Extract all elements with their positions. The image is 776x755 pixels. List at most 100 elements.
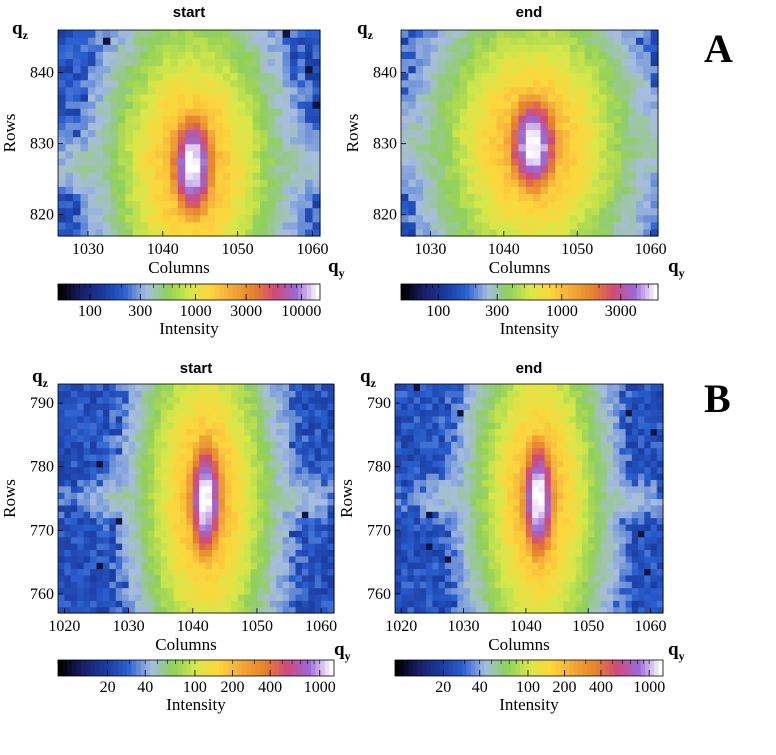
heatmap-cell xyxy=(199,422,207,430)
heatmap-cell xyxy=(95,214,104,223)
heatmap-cell xyxy=(160,403,168,411)
heatmap-cell xyxy=(507,600,515,608)
heatmap-cell xyxy=(606,58,615,67)
heatmap-cell xyxy=(102,485,110,493)
heatmap-cell xyxy=(160,511,168,519)
heatmap-cell xyxy=(77,447,85,455)
heatmap-cell xyxy=(445,51,453,60)
heatmap-cell xyxy=(563,543,571,550)
heatmap-cell xyxy=(426,460,433,468)
heatmap-cell xyxy=(550,606,558,614)
heatmap-cell xyxy=(635,221,644,230)
heatmap-cell xyxy=(218,396,226,404)
heatmap-cell xyxy=(500,492,508,500)
heatmap-cell xyxy=(215,157,224,166)
heatmap-cell xyxy=(532,523,539,531)
heatmap-cell xyxy=(557,593,564,601)
heatmap-cell xyxy=(569,460,577,468)
heatmap-cell xyxy=(613,86,622,95)
heatmap-cell xyxy=(224,568,232,576)
heatmap-cell xyxy=(237,466,245,474)
heatmap-cell xyxy=(494,485,502,493)
heatmap-cell xyxy=(474,30,483,38)
heatmap-cell xyxy=(58,485,66,493)
heatmap-cell xyxy=(314,543,322,550)
panel-title: start xyxy=(180,360,213,377)
heatmap-cell xyxy=(401,122,409,131)
heatmap-cell xyxy=(77,593,85,601)
heatmap-cell xyxy=(260,172,269,180)
heatmap-cell xyxy=(282,606,290,614)
heatmap-cell xyxy=(135,536,143,544)
heatmap-cell xyxy=(314,479,322,487)
heatmap-cell xyxy=(438,562,446,570)
heatmap-cell xyxy=(489,101,498,109)
heatmap-cell xyxy=(621,136,630,145)
heatmap-cell xyxy=(215,193,224,202)
heatmap-cell xyxy=(132,79,141,88)
heatmap-cell xyxy=(519,504,527,512)
heatmap-cell xyxy=(135,473,143,481)
colorbar-segment xyxy=(329,660,335,676)
heatmap-cell xyxy=(494,511,502,519)
heatmap-cell xyxy=(269,428,277,436)
heatmap-cell xyxy=(290,65,299,74)
heatmap-cell xyxy=(463,555,471,563)
heatmap-cell xyxy=(200,193,209,202)
heatmap-cell xyxy=(482,562,490,570)
heatmap-cell xyxy=(87,172,97,180)
heatmap-cell xyxy=(625,543,633,550)
colorbar-segment xyxy=(469,284,475,300)
heatmap-cell xyxy=(135,396,143,404)
heatmap-cell xyxy=(408,93,417,102)
heatmap-cell xyxy=(218,606,226,614)
heatmap-cell xyxy=(117,108,126,116)
heatmap-cell xyxy=(476,606,483,614)
heatmap-cell xyxy=(83,523,91,531)
heatmap-cell xyxy=(555,214,564,223)
heatmap-cell xyxy=(451,600,458,608)
heatmap-cell xyxy=(205,390,213,398)
heatmap-cell xyxy=(457,466,465,474)
heatmap-cell xyxy=(154,536,162,544)
heatmap-cell xyxy=(215,101,224,109)
heatmap-cell xyxy=(415,101,424,109)
heatmap-cell xyxy=(230,129,239,138)
heatmap-cell xyxy=(511,136,520,145)
heatmap-cell xyxy=(635,214,644,223)
heatmap-cell xyxy=(173,434,181,442)
heatmap-cell xyxy=(321,568,329,576)
heatmap-cell xyxy=(269,390,277,398)
heatmap-cell xyxy=(327,504,335,512)
heatmap-cell xyxy=(419,581,427,589)
heatmap-cell xyxy=(547,193,556,202)
heatmap-cell xyxy=(80,108,89,116)
heatmap-cell xyxy=(96,517,104,525)
heatmap-cell xyxy=(110,37,119,45)
heatmap-cell xyxy=(599,157,608,166)
heatmap-cell xyxy=(65,129,74,138)
heatmap-cell xyxy=(250,600,258,608)
heatmap-cell xyxy=(224,587,232,595)
heatmap-cell xyxy=(445,93,453,102)
heatmap-cell xyxy=(83,460,91,468)
heatmap-cell xyxy=(77,390,85,398)
heatmap-cell xyxy=(540,79,549,88)
colorbar-tick-label: 1000 xyxy=(304,679,336,696)
heatmap-cell xyxy=(110,101,119,109)
heatmap-cell xyxy=(581,593,589,601)
heatmap-cell xyxy=(231,434,239,442)
heatmap-cell xyxy=(606,65,615,74)
heatmap-cell xyxy=(72,172,82,180)
heatmap-cell xyxy=(613,600,620,608)
heatmap-cell xyxy=(594,606,602,614)
heatmap-cell xyxy=(444,549,452,557)
heatmap-cell xyxy=(415,86,424,95)
heatmap-cell xyxy=(445,58,453,67)
heatmap-cell xyxy=(408,101,417,109)
heatmap-cell xyxy=(544,511,552,519)
heatmap-cell xyxy=(110,228,119,237)
heatmap-cell xyxy=(147,555,155,563)
heatmap-cell xyxy=(167,492,175,500)
heatmap-cell xyxy=(95,200,104,209)
